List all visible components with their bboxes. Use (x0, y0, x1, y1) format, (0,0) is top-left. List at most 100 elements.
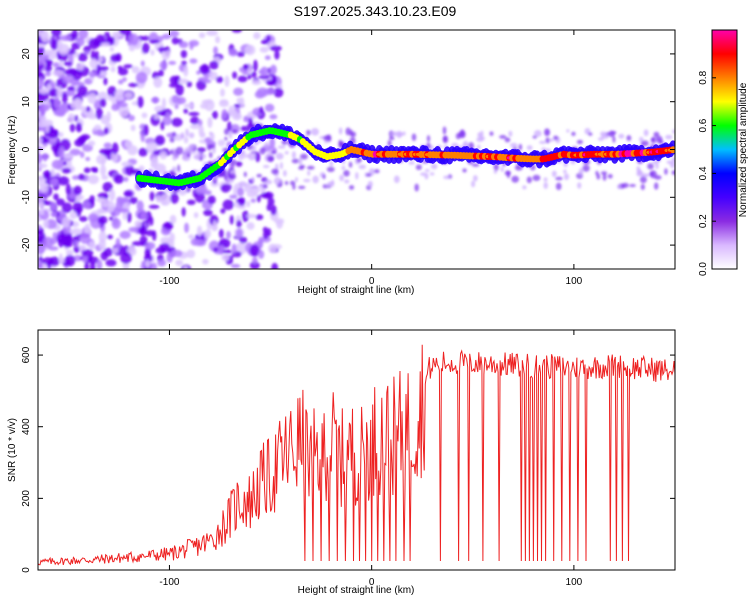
noise-blob (669, 161, 675, 168)
noise-blob (76, 64, 85, 71)
x-tick-label: 100 (566, 577, 583, 588)
noise-blob (227, 121, 232, 132)
noise-blob (637, 168, 642, 176)
noise-blob (222, 199, 234, 211)
noise-blob (263, 191, 274, 199)
noise-blob (196, 151, 202, 159)
noise-blob (48, 88, 60, 97)
noise-blob (269, 114, 278, 120)
noise-blob (221, 147, 226, 153)
noise-blob (62, 224, 71, 235)
noise-blob (640, 184, 645, 190)
y-tick-label: 10 (21, 96, 32, 108)
noise-blob (63, 240, 73, 248)
noise-blob (602, 173, 607, 181)
noise-blob (462, 143, 469, 147)
noise-blob (237, 75, 248, 83)
noise-blob (154, 135, 165, 146)
noise-blob (299, 164, 306, 169)
noise-blob (65, 183, 72, 196)
noise-blob (38, 230, 43, 235)
noise-blob (233, 87, 244, 96)
noise-blob (181, 207, 186, 217)
noise-blob (326, 166, 335, 173)
noise-blob (185, 128, 189, 137)
noise-blob (493, 170, 498, 174)
noise-blob (411, 133, 417, 142)
noise-blob (183, 136, 189, 144)
noise-blob (58, 146, 65, 159)
noise-blob (39, 184, 49, 193)
noise-blob (639, 175, 647, 184)
noise-blob (103, 127, 109, 135)
noise-blob (563, 173, 570, 181)
noise-blob (226, 231, 231, 239)
noise-blob (101, 175, 109, 181)
x-tick-label: 100 (566, 276, 583, 287)
noise-blob (38, 243, 45, 249)
noise-blob (553, 135, 559, 141)
colorbar: 0.0 0.2 0.4 0.6 0.8 Normalized spectral ampl… (698, 29, 749, 276)
y-tick-label: 200 (21, 490, 32, 507)
noise-blob (128, 33, 139, 46)
noise-blob (543, 182, 548, 189)
noise-blob (260, 66, 269, 77)
noise-blob (270, 204, 277, 216)
noise-blob (511, 175, 519, 183)
noise-blob (79, 216, 88, 222)
noise-blob (248, 152, 256, 161)
y-tick-label: 400 (21, 418, 32, 435)
noise-blob (71, 42, 81, 50)
noise-blob (83, 45, 91, 54)
noise-blob (259, 46, 269, 53)
noise-blob (506, 170, 511, 179)
noise-blob (504, 137, 511, 143)
noise-blob (476, 144, 481, 150)
noise-blob (169, 149, 174, 155)
noise-blob (169, 214, 177, 224)
noise-blob (268, 243, 277, 254)
noise-blob (256, 173, 263, 178)
snr-x-label: Height of straight line (km) (298, 585, 415, 596)
colorbar-tick-label: 0.2 (698, 214, 709, 228)
noise-blob (115, 237, 121, 250)
noise-blob (356, 157, 362, 163)
noise-blob (95, 107, 103, 120)
noise-blob (127, 114, 135, 122)
noise-blob (206, 144, 213, 151)
noise-blob (341, 165, 346, 171)
noise-blob (424, 168, 430, 172)
noise-blob (53, 109, 66, 117)
noise-blob (274, 50, 280, 60)
colorbar-tick-label: 0.0 (698, 262, 709, 276)
noise-blob (128, 226, 139, 233)
noise-blob (176, 96, 187, 105)
noise-blob (106, 36, 115, 43)
noise-blob (233, 186, 238, 198)
noise-blob (69, 123, 76, 133)
noise-blob (97, 208, 105, 214)
noise-blob (588, 132, 593, 136)
noise-blob (38, 94, 45, 103)
x-tick-label: -100 (159, 577, 179, 588)
noise-blob (156, 110, 166, 116)
noise-blob (218, 100, 230, 108)
noise-blob (201, 153, 207, 159)
noise-blob (196, 70, 201, 75)
noise-blob (72, 175, 80, 180)
noise-blob (250, 185, 258, 190)
noise-blob (38, 151, 41, 163)
noise-blob (76, 85, 88, 97)
noise-blob (229, 194, 238, 199)
noise-blob (109, 188, 116, 201)
noise-blob (123, 176, 129, 182)
noise-blob (298, 185, 306, 190)
noise-blob (96, 64, 101, 76)
noise-blob (220, 208, 226, 214)
noise-blob (415, 164, 422, 171)
noise-blob (94, 50, 100, 62)
noise-blob (40, 263, 48, 269)
noise-blob (102, 181, 113, 193)
noise-blob (250, 198, 256, 203)
noise-blob (58, 253, 63, 265)
